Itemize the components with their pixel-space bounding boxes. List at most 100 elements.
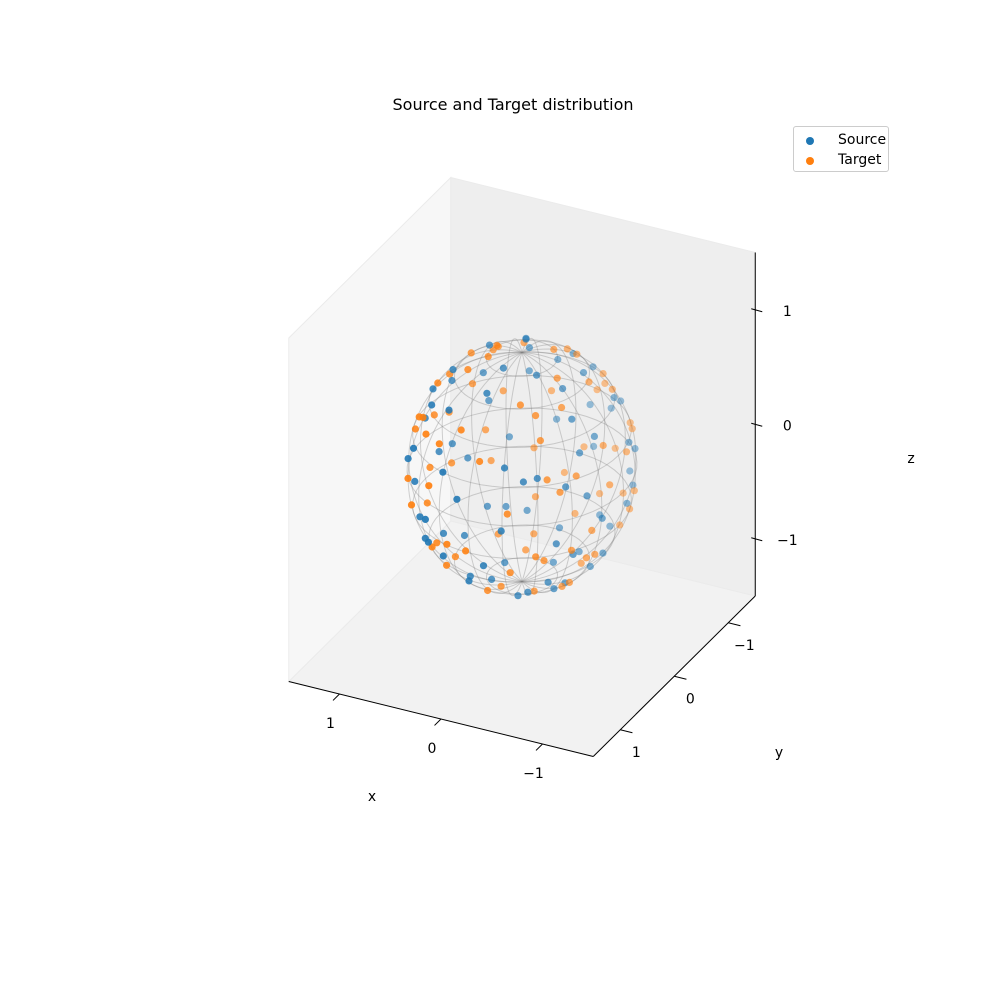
target-point — [580, 443, 588, 451]
wireframe-longitude — [501, 352, 523, 597]
source-point — [590, 442, 598, 450]
target-point — [556, 488, 564, 496]
target-point — [426, 463, 434, 471]
source-point — [586, 562, 594, 571]
source-point — [629, 481, 637, 489]
source-point — [525, 344, 534, 352]
x-tick-label: 1 — [326, 716, 335, 732]
target-point — [536, 437, 545, 445]
target-point — [565, 578, 574, 587]
target-point — [484, 353, 492, 361]
target-point — [516, 401, 525, 409]
wireframe-longitude — [521, 340, 577, 582]
wireframe-latitude — [453, 339, 591, 410]
target-point — [457, 426, 465, 434]
target-point — [451, 553, 459, 561]
source-point — [416, 513, 424, 521]
target-point — [593, 386, 601, 394]
source-point — [553, 415, 561, 423]
target-point — [531, 493, 540, 501]
source-point — [514, 592, 522, 600]
source-point — [499, 364, 507, 372]
source-point — [586, 401, 594, 409]
target-point — [596, 490, 604, 498]
target-point — [497, 582, 505, 590]
target-point — [601, 379, 609, 387]
target-point — [530, 530, 538, 538]
target-point — [423, 499, 431, 507]
target-point — [567, 546, 576, 554]
source-point — [607, 404, 615, 412]
x-tick-label: −1 — [523, 766, 544, 782]
source-point — [483, 502, 491, 510]
target-marker-icon — [806, 157, 814, 165]
source-point — [606, 522, 614, 530]
source-point — [623, 499, 631, 507]
target-point — [558, 582, 566, 591]
source-point — [448, 376, 456, 385]
target-point — [506, 569, 514, 577]
target-point — [464, 366, 472, 374]
y-axis-label: y — [775, 745, 783, 761]
z-tick — [751, 537, 763, 542]
target-point — [530, 587, 538, 595]
source-point — [439, 468, 447, 476]
wireframe-longitude — [521, 352, 625, 585]
y-tick-label: 1 — [632, 745, 641, 761]
wireframe-longitude — [441, 345, 523, 582]
target-point — [419, 413, 427, 421]
z-tick-label: −1 — [777, 533, 798, 549]
source-point — [631, 445, 639, 453]
wireframe-latitude — [453, 524, 591, 595]
source-point — [579, 369, 588, 377]
source-point — [590, 432, 599, 440]
wireframe-longitude — [438, 352, 523, 590]
legend-item-target: Target — [794, 151, 890, 171]
target-point — [435, 440, 443, 448]
wireframe-longitude — [505, 338, 523, 582]
wireframe-longitude — [521, 344, 606, 582]
target-point — [404, 474, 412, 482]
target-point — [630, 487, 638, 495]
wireframe-latitude — [412, 374, 632, 489]
wireframe-latitude — [412, 445, 632, 560]
target-point — [577, 559, 585, 567]
target-point — [411, 425, 419, 433]
target-point — [532, 553, 540, 561]
target-point — [608, 385, 616, 393]
source-point — [439, 529, 448, 538]
target-point — [434, 379, 442, 387]
target-point — [443, 561, 451, 569]
scatter-points — [404, 334, 639, 600]
target-point — [560, 468, 569, 477]
source-point — [448, 440, 456, 448]
target-point — [503, 510, 511, 518]
target-point — [493, 341, 501, 349]
source-point — [519, 478, 528, 486]
source-point — [424, 538, 432, 546]
source-point — [435, 448, 443, 456]
x-tick — [535, 743, 543, 751]
target-point — [585, 378, 593, 386]
target-point — [591, 550, 599, 558]
source-point — [544, 578, 552, 586]
source-point — [460, 531, 469, 540]
target-point — [543, 476, 551, 484]
source-point — [488, 575, 496, 584]
source-point — [617, 397, 625, 405]
source-point — [502, 502, 510, 511]
legend-label-target: Target — [838, 152, 882, 168]
wireframe-latitude — [485, 339, 559, 377]
z-axis-label: z — [907, 451, 914, 467]
source-point — [497, 527, 505, 535]
target-point — [616, 521, 624, 529]
y-tick-label: 0 — [686, 691, 695, 707]
wireframe-latitude — [428, 351, 616, 449]
x-axis-label: x — [368, 789, 376, 805]
source-point — [409, 444, 418, 452]
source-point — [568, 415, 576, 423]
wireframe-longitude — [521, 352, 539, 596]
y-tick — [674, 675, 687, 680]
source-point — [453, 495, 461, 503]
